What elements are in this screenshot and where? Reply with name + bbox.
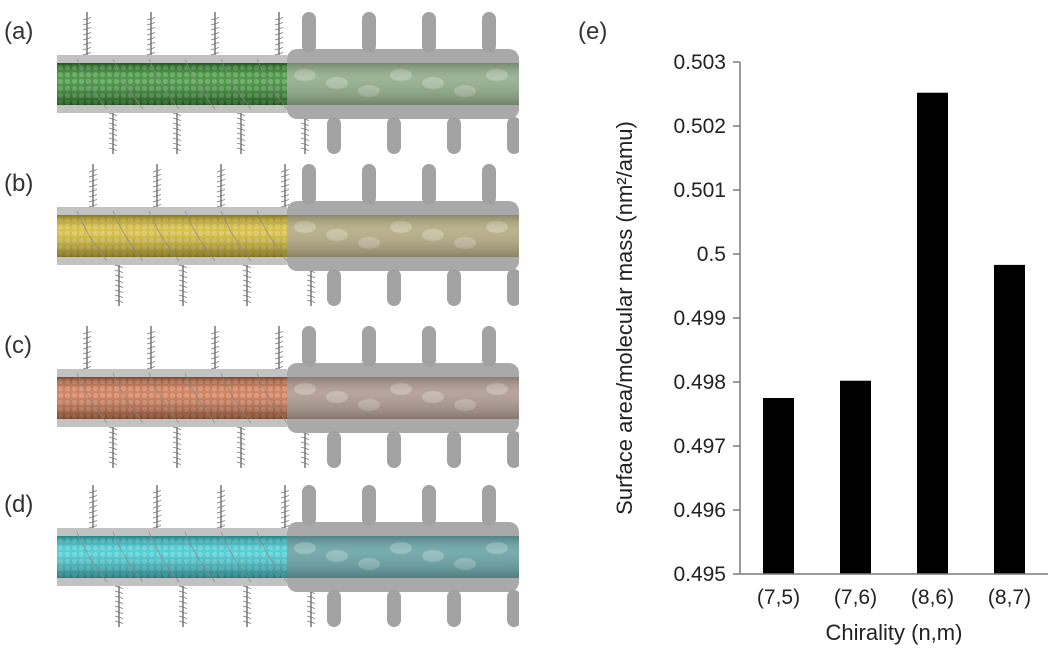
- y-tick-label: 0.501: [673, 179, 726, 202]
- bar-87: [994, 264, 1025, 574]
- x-tick-label: (8,6): [911, 586, 954, 609]
- y-tick-label: 0.498: [673, 371, 726, 394]
- nanotube-render-c: [57, 326, 519, 468]
- x-axis-ticks: (7,5) (7,6) (8,6) (8,7): [757, 586, 1031, 609]
- y-axis-ticks: 0.495 0.496 0.497 0.498 0.499 0.5 0.501 0.502 0.…: [673, 51, 740, 586]
- bar-86: [917, 92, 948, 574]
- x-tick-label: (7,6): [834, 586, 877, 609]
- nanotube-render-b: [57, 164, 519, 306]
- nanotube-render-d: [57, 485, 519, 627]
- nanotube-render-a: [57, 12, 519, 154]
- x-tick-label: (7,5): [757, 586, 800, 609]
- bars: [763, 92, 1025, 574]
- y-tick-label: 0.495: [673, 563, 726, 586]
- y-axis-title: Surface area/molecular mass (nm²/amu): [612, 121, 637, 515]
- bar-75: [763, 398, 794, 574]
- y-tick-label: 0.5: [697, 243, 726, 266]
- panel-label-a: (a): [4, 18, 34, 45]
- panel-label-c: (c): [4, 332, 32, 359]
- y-tick-label: 0.502: [673, 115, 726, 138]
- panel-label-e: (e): [578, 18, 608, 45]
- y-tick-label: 0.497: [673, 435, 726, 458]
- bar-chart: 0.495 0.496 0.497 0.498 0.499 0.5 0.501 0.502 0.…: [612, 51, 1048, 645]
- y-tick-label: 0.499: [673, 307, 726, 330]
- panel-label-b: (b): [4, 170, 34, 197]
- y-tick-label: 0.496: [673, 499, 726, 522]
- bar-76: [840, 380, 871, 574]
- x-tick-label: (8,7): [988, 586, 1031, 609]
- x-axis-title: Chirality (n,m): [826, 620, 963, 645]
- y-tick-label: 0.503: [673, 51, 726, 74]
- panel-label-d: (d): [4, 491, 34, 518]
